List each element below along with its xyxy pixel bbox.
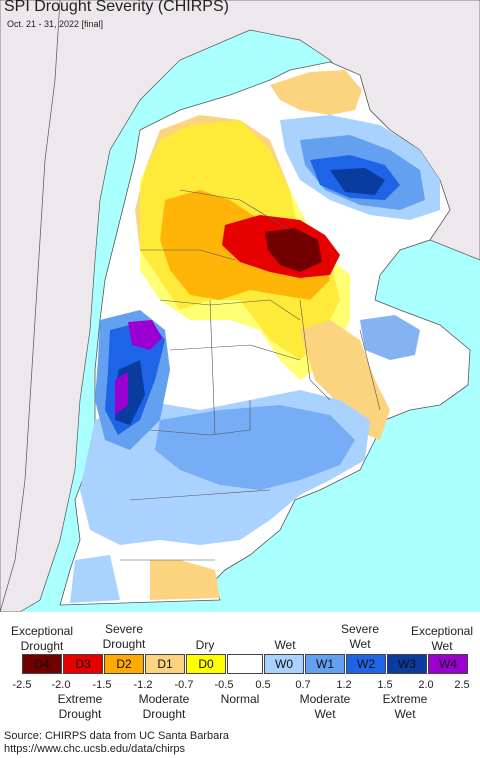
w4-area-west-b bbox=[115, 372, 128, 415]
legend-label-wet: Wet bbox=[274, 638, 296, 652]
legend-label-exceptional-wet: Exceptional Wet bbox=[410, 624, 474, 653]
legend-swatch-w0: W0 bbox=[264, 654, 304, 674]
legend-tick: 1.2 bbox=[336, 679, 352, 691]
w1-area-uy bbox=[360, 315, 420, 360]
legend-label-moderate-wet: Moderate Wet bbox=[299, 692, 351, 721]
legend-tick: -1.2 bbox=[133, 679, 153, 691]
d0-area-east bbox=[300, 320, 390, 440]
map-subtitle: Oct. 21 - 31, 2022 [final] bbox=[7, 19, 104, 29]
legend-swatch-d4: D4 bbox=[22, 654, 62, 674]
legend: Exceptional Drought Severe Drought Dry W… bbox=[0, 612, 480, 758]
w4-area-west-a bbox=[128, 320, 162, 350]
province-borders bbox=[120, 189, 381, 561]
legend-label-severe-wet: Severe Wet bbox=[340, 622, 380, 651]
d1-area-top bbox=[270, 70, 362, 115]
w3-area-ne bbox=[330, 168, 385, 195]
legend-tick: -2.0 bbox=[51, 679, 71, 691]
w1-area-south bbox=[155, 405, 355, 490]
legend-label-extreme-drought: Extreme Drought bbox=[57, 692, 103, 721]
legend-label-severe-drought: Severe Drought bbox=[102, 622, 146, 651]
legend-tick: -2.5 bbox=[12, 679, 32, 691]
legend-swatch-w1: W1 bbox=[305, 654, 345, 674]
legend-label-normal: Normal bbox=[220, 692, 260, 706]
d0-area-south bbox=[150, 560, 220, 600]
source-text: Source: CHIRPS data from UC Santa Barbar… bbox=[4, 730, 229, 742]
legend-swatch-w4: W4 bbox=[428, 654, 468, 674]
legend-label-extreme-wet: Extreme Wet bbox=[382, 692, 428, 721]
map-title: SPI Drought Severity (CHIRPS) bbox=[4, 0, 229, 15]
legend-tick: 0.7 bbox=[295, 679, 311, 691]
d4-area bbox=[265, 228, 322, 272]
legend-tick: 1.5 bbox=[377, 679, 393, 691]
legend-label-moderate-drought: Moderate Drought bbox=[138, 692, 190, 721]
legend-tick: 2.5 bbox=[454, 679, 470, 691]
drought-map bbox=[0, 0, 480, 612]
legend-tick: -0.7 bbox=[174, 679, 194, 691]
legend-swatch-normal bbox=[227, 654, 263, 674]
legend-swatch-d3: D3 bbox=[63, 654, 103, 674]
w0-area-patagonia bbox=[70, 555, 120, 603]
legend-tick: 2.0 bbox=[418, 679, 434, 691]
legend-tick: -0.5 bbox=[214, 679, 234, 691]
legend-tick: 0.5 bbox=[255, 679, 271, 691]
legend-label-dry: Dry bbox=[195, 638, 215, 652]
legend-swatch-d0: D0 bbox=[186, 654, 226, 674]
legend-swatch-w3: W3 bbox=[387, 654, 427, 674]
chile-coast bbox=[0, 0, 61, 612]
legend-swatch-d1: D1 bbox=[145, 654, 185, 674]
legend-label-exceptional-drought: Exceptional Drought bbox=[10, 624, 74, 653]
legend-swatch-w2: W2 bbox=[346, 654, 386, 674]
legend-swatch-d2: D2 bbox=[104, 654, 144, 674]
legend-tick: -1.5 bbox=[92, 679, 112, 691]
source-url[interactable]: https://www.chc.ucsb.edu/data/chirps bbox=[4, 743, 185, 755]
